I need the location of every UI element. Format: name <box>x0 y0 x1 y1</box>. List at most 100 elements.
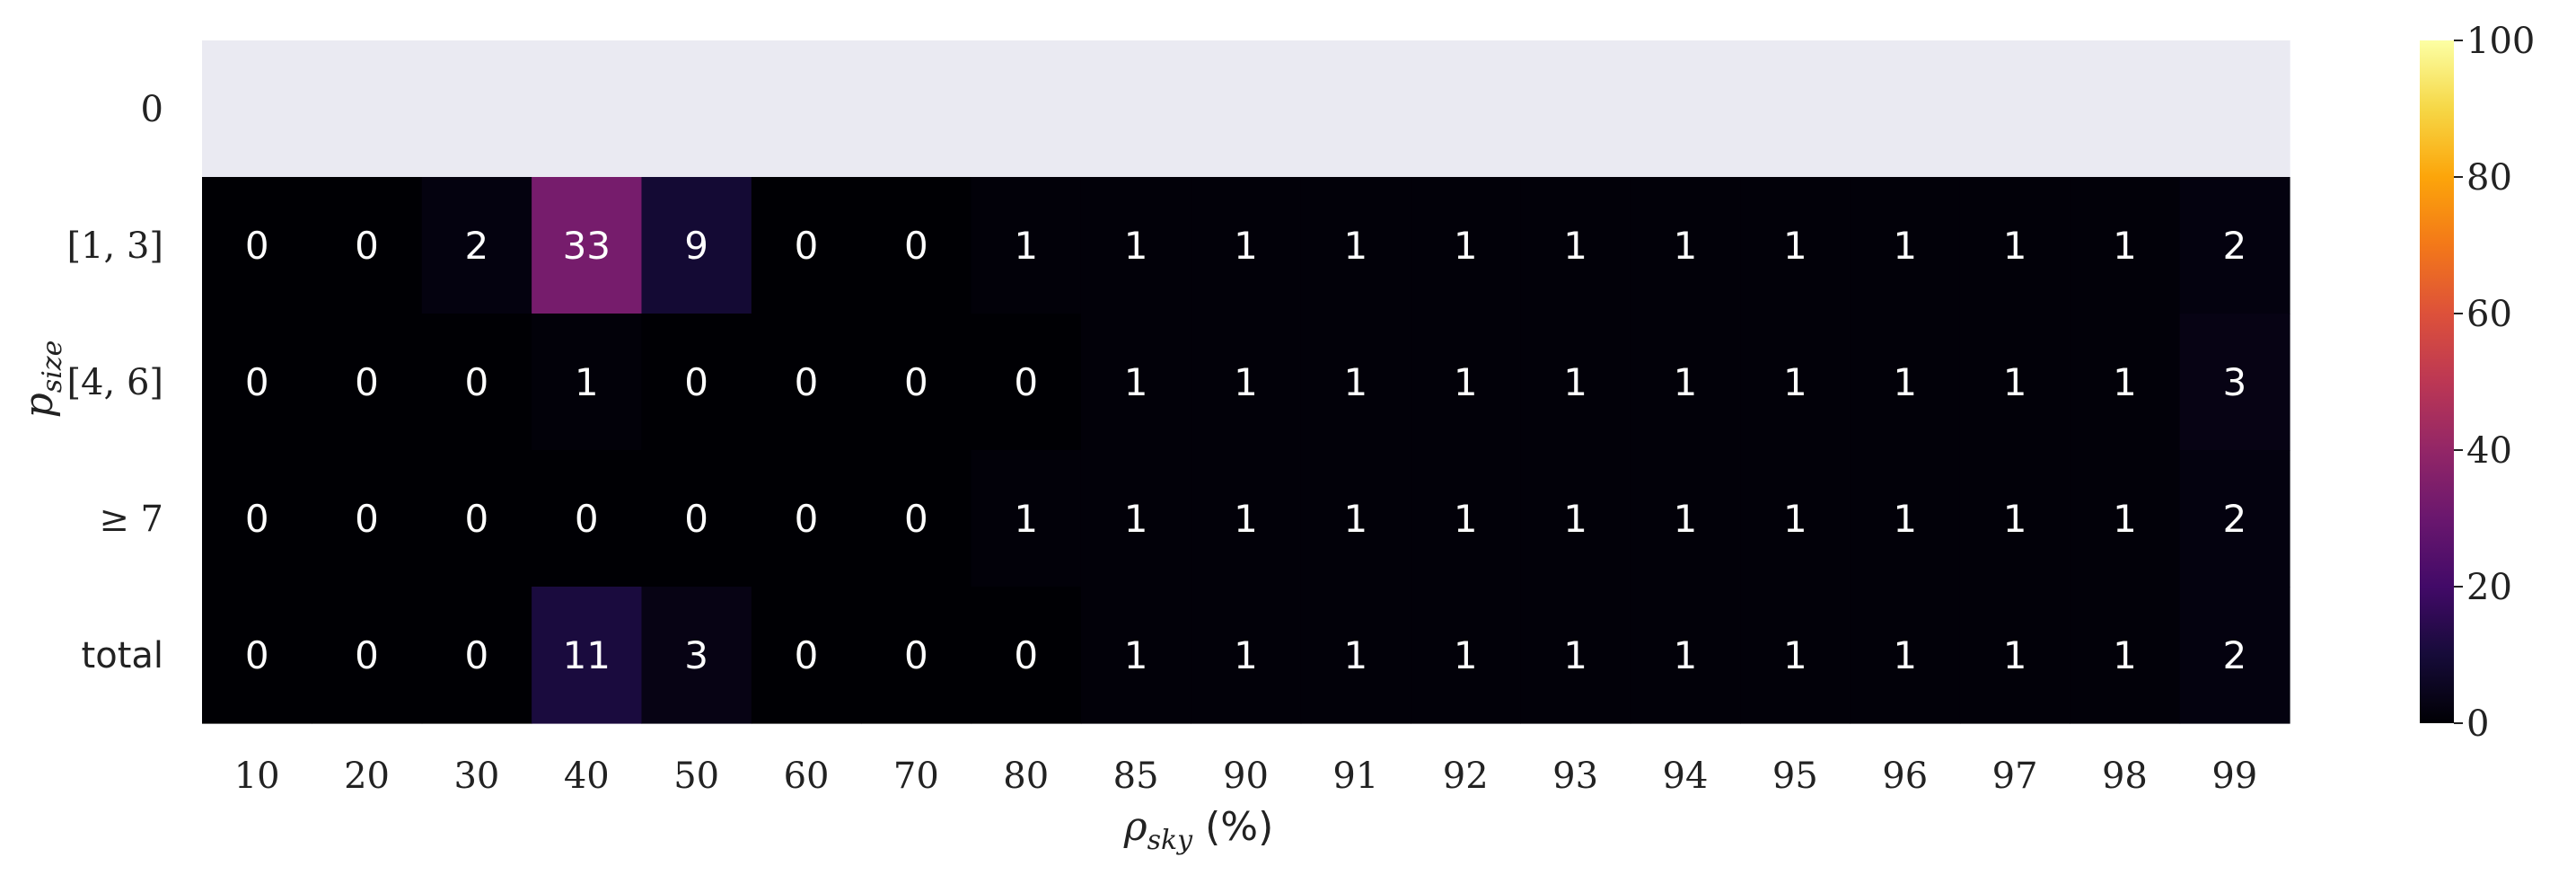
heatmap-cell <box>971 177 1082 314</box>
colorbar-tick-label: 100 <box>2466 21 2535 62</box>
cell-value-label: 1 <box>1893 497 1917 541</box>
heatmap-cell <box>1959 587 2070 724</box>
cell-value-label: 33 <box>563 224 611 268</box>
heatmap-cell <box>641 314 752 451</box>
cell-value-label: 3 <box>2222 360 2246 404</box>
x-tick-label: 80 <box>1003 756 1049 797</box>
x-tick-label: 10 <box>234 756 280 797</box>
x-tick-label: 90 <box>1223 756 1269 797</box>
heatmap-cell <box>1080 450 1191 588</box>
x-tick-label: 98 <box>2102 756 2148 797</box>
heatmap-cell <box>971 450 1082 588</box>
cell-value-label: 1 <box>1783 633 1807 677</box>
y-axis-label: psize <box>16 340 68 419</box>
cell-value-label: 1 <box>2003 360 2027 404</box>
x-tick-label: 70 <box>893 756 939 797</box>
cell-value-label: 2 <box>465 224 489 268</box>
heatmap-cell <box>861 450 972 588</box>
cell-value-label: 1 <box>2113 633 2137 677</box>
cell-annotations: 0 0 2 33 9 0 0 1 1 1 1 1 1 1 1 1 1 1 20 0 0 1 0 0 0 0 1 1 1 1 1 1 1 1 1 1 30… <box>245 224 2246 677</box>
cell-value-label: 1 <box>1893 224 1917 268</box>
cell-value-label: 1 <box>1014 497 1038 541</box>
cell-value-label: 0 <box>684 497 708 541</box>
heatmap-cell <box>751 177 862 314</box>
cell-value-label: 0 <box>795 224 819 268</box>
x-tick-label: 40 <box>564 756 610 797</box>
cell-value-label: 0 <box>465 497 489 541</box>
heatmap-cell <box>2179 587 2290 724</box>
heatmap-cell <box>1191 450 1302 588</box>
heatmap-cell <box>202 40 312 178</box>
cell-value-label: 0 <box>904 224 928 268</box>
cell-value-label: 0 <box>245 497 269 541</box>
heatmap-cell <box>1630 450 1741 588</box>
heatmap-cell <box>1080 587 1191 724</box>
x-tick-label: 92 <box>1443 756 1489 797</box>
heatmap-cell <box>202 177 312 314</box>
cell-value-label: 1 <box>1124 633 1148 677</box>
cell-value-label: 1 <box>1344 360 1368 404</box>
heatmap-cell <box>1411 40 1522 178</box>
x-axis-label: ρsky (%) <box>1123 804 1274 856</box>
cell-value-label: 1 <box>1783 360 1807 404</box>
cell-value-label: 1 <box>1893 633 1917 677</box>
heatmap-cell <box>2070 587 2181 724</box>
cell-value-label: 1 <box>2113 497 2137 541</box>
heatmap-cell <box>1740 587 1851 724</box>
heatmap-cell <box>532 40 643 178</box>
cell-value-label: 0 <box>355 360 379 404</box>
heatmap-cell <box>641 177 752 314</box>
cell-value-label: 0 <box>904 360 928 404</box>
cell-value-label: 1 <box>1454 497 1478 541</box>
heatmap-cell <box>1740 450 1851 588</box>
heatmap-cell <box>421 450 532 588</box>
cell-value-label: 1 <box>2113 360 2137 404</box>
cell-value-label: 0 <box>355 224 379 268</box>
heatmap-cell <box>1630 587 1741 724</box>
heatmap-cell <box>312 587 423 724</box>
cell-value-label: 1 <box>1454 360 1478 404</box>
y-tick-label: [1, 3] <box>66 225 163 267</box>
cell-value-label: 1 <box>1563 360 1587 404</box>
cell-value-label: 0 <box>1014 360 1038 404</box>
heatmap-cell <box>971 314 1082 451</box>
cell-value-label: 0 <box>245 360 269 404</box>
cell-value-label: 0 <box>795 633 819 677</box>
heatmap-cell <box>421 314 532 451</box>
x-tick-label: 85 <box>1113 756 1159 797</box>
cell-value-label: 3 <box>684 633 708 677</box>
heatmap-cell <box>312 314 423 451</box>
heatmap-cell <box>1959 40 2070 178</box>
heatmap-cell <box>861 40 972 178</box>
cell-value-label: 0 <box>795 497 819 541</box>
x-tick-label: 99 <box>2211 756 2257 797</box>
x-tick-label: 20 <box>344 756 390 797</box>
heatmap-cell <box>861 177 972 314</box>
y-tick-labels: 0 [1, 3] [4, 6] ≥ 7 total <box>66 89 163 676</box>
heatmap-cell <box>641 40 752 178</box>
cell-value-label: 1 <box>1344 633 1368 677</box>
heatmap-cell <box>1740 314 1851 451</box>
cell-value-label: 0 <box>465 360 489 404</box>
heatmap-cell <box>1300 450 1411 588</box>
heatmap-cell <box>1630 177 1741 314</box>
cell-value-label: 1 <box>2003 633 2027 677</box>
x-tick-labels: 10 20 30 40 50 60 70 80 85 90 91 92 93 94 95 96 97 98 99 <box>234 756 2258 797</box>
cell-value-label: 1 <box>1783 497 1807 541</box>
heatmap-cell <box>1959 177 2070 314</box>
heatmap-cell <box>1740 177 1851 314</box>
heatmap-cell <box>1191 587 1302 724</box>
cell-value-label: 1 <box>1014 224 1038 268</box>
cell-value-label: 1 <box>1234 224 1258 268</box>
cell-value-label: 0 <box>1014 633 1038 677</box>
heatmap-cell <box>312 40 423 178</box>
heatmap-cell <box>1630 314 1741 451</box>
heatmap-cell <box>1300 177 1411 314</box>
heatmap-cell <box>1959 450 2070 588</box>
heatmap-cell <box>1080 40 1191 178</box>
cell-value-label: 1 <box>1783 224 1807 268</box>
colorbar-tick-label: 80 <box>2466 157 2512 199</box>
heatmap-cell <box>532 314 643 451</box>
heatmap-cell <box>1630 40 1741 178</box>
x-tick-label: 60 <box>784 756 830 797</box>
